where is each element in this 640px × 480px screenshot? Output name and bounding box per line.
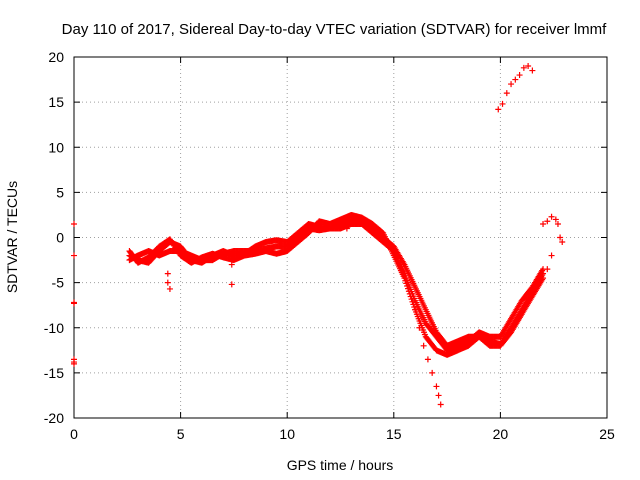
series-end [540, 213, 566, 246]
x-tick-label: 5 [177, 426, 185, 442]
y-tick-label: -5 [52, 275, 65, 291]
series-spikes [164, 225, 555, 292]
data-point [409, 298, 416, 305]
data-point [228, 281, 235, 288]
data-point [410, 301, 417, 308]
data-point [71, 252, 77, 259]
data-point [404, 283, 411, 290]
data-point [540, 220, 547, 227]
x-axis-label: GPS time / hours [287, 457, 394, 473]
data-point [548, 213, 555, 220]
data-point [343, 225, 350, 232]
series-high [495, 63, 536, 113]
y-axis: -20 -15 -10 -5 0 5 10 15 20 [44, 49, 607, 426]
y-tick-label: 20 [48, 49, 64, 65]
data-point [435, 392, 442, 399]
data-point [71, 300, 77, 307]
data-point [412, 306, 419, 313]
data-point [559, 239, 566, 246]
data-point [525, 63, 532, 70]
x-tick-label: 0 [70, 426, 78, 442]
data-point [71, 360, 77, 367]
plot-frame [73, 56, 608, 419]
x-tick-label: 10 [279, 426, 295, 442]
data-point [166, 285, 173, 292]
data-point [164, 279, 171, 286]
data-point [405, 285, 412, 292]
data-point [416, 324, 423, 331]
data-point [429, 369, 436, 376]
data-point [529, 67, 536, 74]
data-point [437, 401, 444, 408]
data-point [164, 270, 171, 277]
y-tick-label: 15 [48, 94, 64, 110]
data-point [71, 220, 77, 227]
series-band-2 [126, 220, 547, 354]
chart-title: Day 110 of 2017, Sidereal Day-to-day VTE… [62, 21, 607, 38]
data-point [401, 275, 408, 282]
data-point [433, 383, 440, 390]
x-tick-label: 15 [386, 426, 402, 442]
y-tick-label: 5 [56, 184, 64, 200]
data-point [499, 100, 506, 107]
data-point [554, 220, 561, 227]
data-point [544, 218, 551, 225]
y-tick-label: -15 [44, 365, 64, 381]
data-point [406, 290, 413, 297]
data-point [520, 64, 527, 71]
data-point [512, 76, 519, 83]
data-point [228, 261, 235, 268]
y-axis-label: SDTVAR / TECUs [4, 181, 20, 293]
data-point [411, 304, 418, 311]
x-tick-label: 20 [493, 426, 509, 442]
series-band-1 [126, 216, 547, 349]
data-point [544, 266, 551, 273]
data-point [557, 234, 564, 241]
data-point [495, 106, 502, 113]
data-point [508, 81, 515, 88]
x-axis: 0 5 10 15 20 25 [70, 57, 615, 442]
data-point [503, 90, 510, 97]
data-point [407, 293, 414, 300]
y-tick-label: 10 [48, 139, 64, 155]
data-point [408, 296, 415, 303]
y-tick-label: 0 [56, 230, 64, 246]
data-point [405, 288, 412, 295]
data-points [71, 63, 566, 408]
y-tick-label: -10 [44, 320, 64, 336]
series-band-3 [126, 211, 547, 358]
data-point [402, 277, 409, 284]
grid [74, 57, 607, 418]
data-point [548, 252, 555, 259]
data-point [424, 356, 431, 363]
x-tick-label: 25 [599, 426, 615, 442]
data-point [403, 280, 410, 287]
series-dive [412, 306, 444, 408]
data-point [552, 216, 559, 223]
series-start [71, 220, 77, 367]
data-point [516, 72, 523, 79]
data-point [420, 342, 427, 349]
y-tick-label: -20 [44, 410, 64, 426]
data-point [540, 275, 547, 282]
